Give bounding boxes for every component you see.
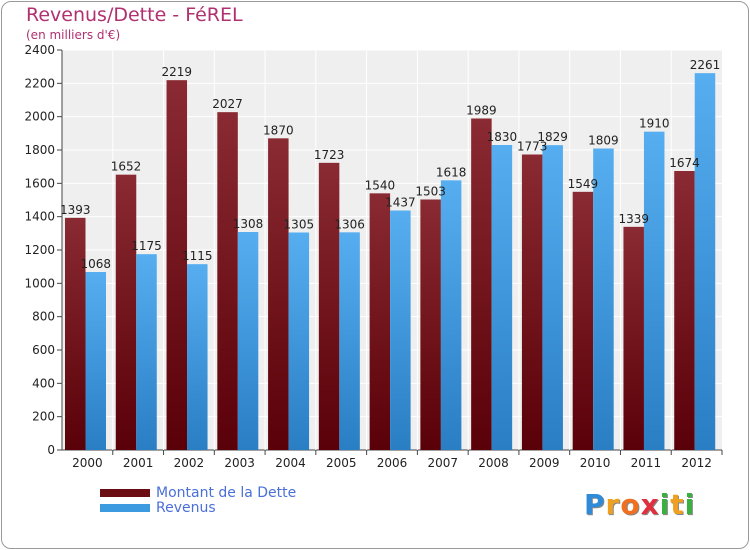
- x-tick-label: 2010: [580, 456, 611, 470]
- legend-label-debt: Montant de la Dette: [156, 485, 297, 501]
- data-label: 1437: [385, 196, 416, 210]
- data-label: 1308: [233, 217, 264, 231]
- legend-item-debt: Montant de la Dette: [100, 485, 297, 501]
- x-tick-label: 2009: [529, 456, 560, 470]
- y-tick-label: 1200: [24, 243, 55, 257]
- x-tick-label: 2011: [631, 456, 662, 470]
- bar-debt: [166, 80, 188, 451]
- data-label: 1115: [182, 249, 213, 263]
- y-tick-label: 1800: [24, 143, 55, 157]
- data-label: 2261: [690, 58, 721, 72]
- data-label: 1068: [80, 257, 111, 271]
- y-tick-label: 600: [32, 343, 55, 357]
- x-tick-label: 2008: [478, 456, 509, 470]
- y-tick-label: 800: [32, 310, 55, 324]
- legend-label-revenue: Revenus: [156, 500, 216, 516]
- y-tick-label: 400: [32, 376, 55, 390]
- data-label: 2219: [162, 65, 193, 79]
- data-label: 1773: [517, 140, 548, 154]
- bar-debt: [674, 171, 695, 450]
- bar-debt: [521, 154, 543, 450]
- bar-revenue: [491, 145, 513, 450]
- data-label: 1306: [334, 217, 365, 231]
- bar-revenue: [136, 254, 157, 450]
- data-label: 1175: [131, 239, 162, 253]
- bar-debt: [420, 199, 441, 450]
- data-label: 1674: [669, 156, 700, 170]
- y-tick-label: 200: [32, 410, 55, 424]
- data-label: 1829: [537, 130, 568, 144]
- bar-revenue: [440, 180, 462, 451]
- data-label: 1809: [588, 134, 619, 148]
- chart-title: Revenus/Dette - FéREL: [26, 4, 243, 26]
- bar-debt: [572, 191, 594, 451]
- y-tick-label: 2000: [24, 110, 55, 124]
- data-label: 1305: [284, 218, 315, 232]
- data-label: 1503: [415, 185, 446, 199]
- data-label: 1723: [314, 148, 345, 162]
- y-tick-label: 1600: [24, 176, 55, 190]
- data-label: 1870: [263, 123, 294, 137]
- data-label: 1910: [639, 117, 670, 131]
- data-label: 1393: [60, 203, 91, 217]
- bar-debt: [471, 118, 492, 450]
- chart-subtitle: (en milliers d'€): [26, 28, 121, 42]
- legend-swatch-revenue: [100, 504, 150, 512]
- bar-revenue: [288, 232, 310, 450]
- bar-debt: [623, 226, 644, 450]
- y-tick-label: 0: [47, 443, 55, 457]
- legend: Montant de la Dette Revenus: [100, 485, 297, 516]
- bar-revenue: [542, 145, 563, 450]
- data-label: 1618: [436, 165, 467, 179]
- legend-swatch-debt: [100, 489, 150, 497]
- bar-debt: [65, 217, 86, 450]
- x-tick-label: 2005: [326, 456, 357, 470]
- bar-debt: [369, 193, 391, 451]
- x-tick-label: 2000: [72, 456, 103, 470]
- data-label: 1652: [111, 160, 142, 174]
- data-label: 1339: [618, 212, 649, 226]
- bar-revenue: [85, 272, 106, 450]
- bar-debt: [217, 112, 238, 451]
- bar-revenue: [694, 73, 716, 451]
- legend-item-revenue: Revenus: [100, 500, 296, 516]
- x-tick-label: 2004: [275, 456, 306, 470]
- x-tick-label: 2002: [174, 456, 205, 470]
- bar-revenue: [187, 264, 208, 450]
- bar-revenue: [339, 232, 360, 450]
- bar-debt: [268, 138, 289, 451]
- bar-revenue: [237, 232, 259, 450]
- data-label: 2027: [212, 97, 243, 111]
- bar-debt: [115, 174, 137, 450]
- bar-debt: [318, 162, 340, 451]
- bar-revenue: [593, 148, 614, 450]
- data-label: 1830: [487, 130, 518, 144]
- proxiti-logo: Proxiti: [584, 488, 696, 521]
- y-tick-label: 1000: [24, 276, 55, 290]
- x-tick-label: 2001: [123, 456, 154, 470]
- x-tick-label: 2007: [427, 456, 458, 470]
- x-tick-label: 2006: [377, 456, 408, 470]
- x-tick-label: 2012: [681, 456, 712, 470]
- data-label: 1549: [568, 177, 599, 191]
- x-tick-label: 2003: [224, 456, 255, 470]
- data-label: 1540: [365, 178, 396, 192]
- y-tick-label: 2200: [24, 76, 55, 90]
- bar-revenue: [390, 210, 411, 450]
- data-label: 1989: [466, 104, 497, 118]
- y-tick-label: 2400: [24, 43, 55, 57]
- y-tick-label: 1400: [24, 210, 55, 224]
- bar-revenue: [643, 131, 665, 450]
